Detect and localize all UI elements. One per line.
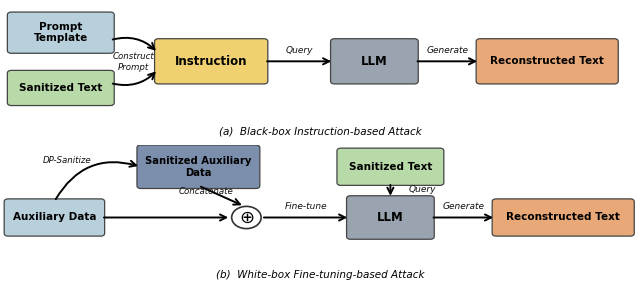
Text: Sanitized Text: Sanitized Text	[349, 162, 432, 172]
Text: Concatenate: Concatenate	[179, 187, 234, 196]
FancyBboxPatch shape	[337, 148, 444, 185]
Text: Sanitized Auxiliary
Data: Sanitized Auxiliary Data	[145, 156, 252, 177]
FancyBboxPatch shape	[476, 39, 618, 84]
Text: Query: Query	[408, 185, 436, 195]
FancyBboxPatch shape	[4, 199, 104, 236]
FancyBboxPatch shape	[7, 12, 114, 53]
Text: Prompt
Template: Prompt Template	[34, 22, 88, 44]
Text: Query: Query	[285, 46, 313, 55]
Text: Generate: Generate	[442, 202, 484, 211]
Text: Reconstructed Text: Reconstructed Text	[490, 56, 604, 66]
FancyBboxPatch shape	[137, 145, 260, 188]
Text: Instruction: Instruction	[175, 55, 248, 68]
Text: Generate: Generate	[426, 46, 468, 55]
Text: LLM: LLM	[377, 211, 404, 224]
Text: Auxiliary Data: Auxiliary Data	[13, 213, 96, 222]
Text: (b)  White-box Fine-tuning-based Attack: (b) White-box Fine-tuning-based Attack	[216, 271, 424, 280]
FancyBboxPatch shape	[7, 70, 114, 106]
Text: Construct
Prompt: Construct Prompt	[112, 52, 154, 72]
Text: (a)  Black-box Instruction-based Attack: (a) Black-box Instruction-based Attack	[219, 127, 421, 137]
Text: Fine-tune: Fine-tune	[284, 202, 327, 211]
Text: LLM: LLM	[361, 55, 388, 68]
FancyBboxPatch shape	[492, 199, 634, 236]
FancyBboxPatch shape	[347, 196, 435, 239]
Text: Reconstructed Text: Reconstructed Text	[506, 213, 620, 222]
Text: Sanitized Text: Sanitized Text	[19, 83, 102, 93]
Text: $\oplus$: $\oplus$	[239, 209, 254, 226]
Text: DP-Sanitize: DP-Sanitize	[43, 156, 92, 165]
Circle shape	[232, 206, 261, 229]
FancyBboxPatch shape	[154, 39, 268, 84]
FancyBboxPatch shape	[331, 39, 419, 84]
